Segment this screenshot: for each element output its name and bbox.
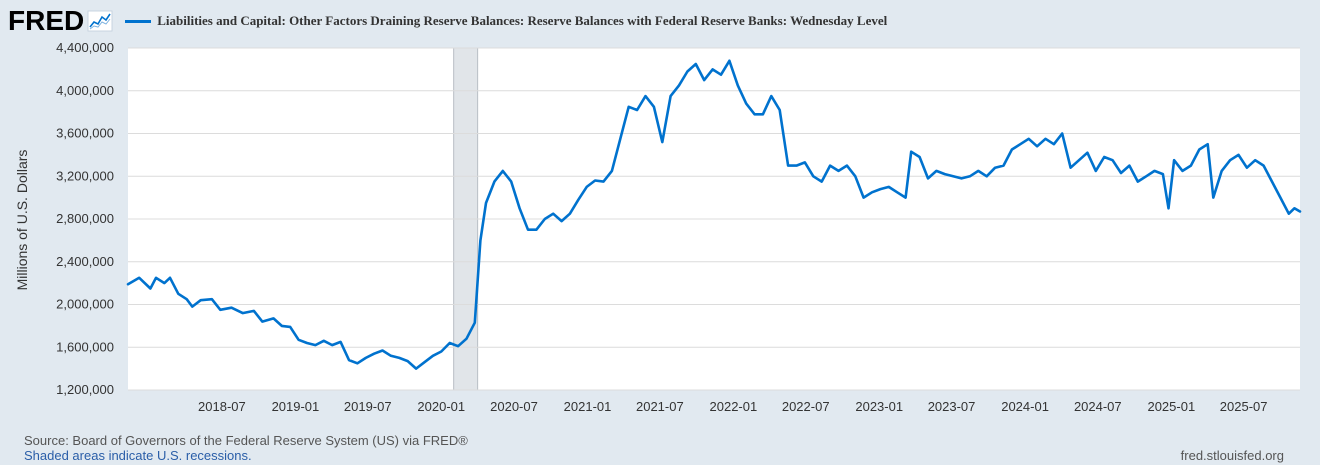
y-tick-label: 1,600,000 bbox=[56, 339, 114, 354]
legend: Liabilities and Capital: Other Factors D… bbox=[125, 13, 887, 29]
fred-url[interactable]: fred.stlouisfed.org bbox=[1180, 448, 1284, 463]
fred-logo[interactable]: FRED bbox=[8, 7, 113, 35]
recession-note[interactable]: Shaded areas indicate U.S. recessions. bbox=[24, 448, 252, 463]
y-tick-label: 2,400,000 bbox=[56, 254, 114, 269]
legend-line-swatch bbox=[125, 19, 152, 23]
x-tick-label: 2021-01 bbox=[564, 399, 612, 414]
line-graph-icon bbox=[87, 10, 113, 32]
legend-series-title: Liabilities and Capital: Other Factors D… bbox=[157, 13, 888, 28]
x-tick-label: 2019-07 bbox=[344, 399, 392, 414]
x-tick-label: 2025-07 bbox=[1220, 399, 1268, 414]
grid-lines bbox=[128, 47, 1300, 391]
y-tick-label: 2,000,000 bbox=[56, 297, 114, 312]
y-axis-ticks: 1,200,000 1,600,000 2,000,000 2,400,000 2,80… bbox=[56, 40, 114, 397]
x-tick-label: 2024-07 bbox=[1074, 399, 1122, 414]
x-tick-label: 2022-01 bbox=[710, 399, 758, 414]
y-tick-label: 3,600,000 bbox=[56, 126, 114, 141]
x-tick-label: 2020-07 bbox=[490, 399, 538, 414]
x-tick-label: 2023-01 bbox=[855, 399, 903, 414]
x-tick-label: 2021-07 bbox=[636, 399, 684, 414]
x-tick-label: 2020-01 bbox=[417, 399, 465, 414]
chart-header: FRED Liabilities and Capital: Other Fact… bbox=[8, 6, 887, 36]
x-axis-ticks: 2018-07 2019-01 2019-07 2020-01 2020-07 2021-… bbox=[198, 399, 1267, 414]
x-tick-label: 2022-07 bbox=[782, 399, 830, 414]
x-tick-label: 2023-07 bbox=[928, 399, 976, 414]
y-tick-label: 4,400,000 bbox=[56, 40, 114, 55]
y-tick-label: 4,000,000 bbox=[56, 83, 114, 98]
y-tick-label: 2,800,000 bbox=[56, 211, 114, 226]
series-layer bbox=[126, 59, 1302, 370]
x-tick-label: 2018-07 bbox=[198, 399, 246, 414]
x-tick-label: 2019-01 bbox=[272, 399, 320, 414]
fred-logo-text: FRED bbox=[8, 5, 85, 36]
series-line[interactable] bbox=[126, 59, 1302, 370]
y-tick-label: 1,200,000 bbox=[56, 382, 114, 397]
x-tick-label: 2024-01 bbox=[1001, 399, 1049, 414]
source-note: Source: Board of Governors of the Federa… bbox=[24, 433, 468, 448]
x-tick-label: 2025-01 bbox=[1147, 399, 1195, 414]
y-tick-label: 3,200,000 bbox=[56, 168, 114, 183]
